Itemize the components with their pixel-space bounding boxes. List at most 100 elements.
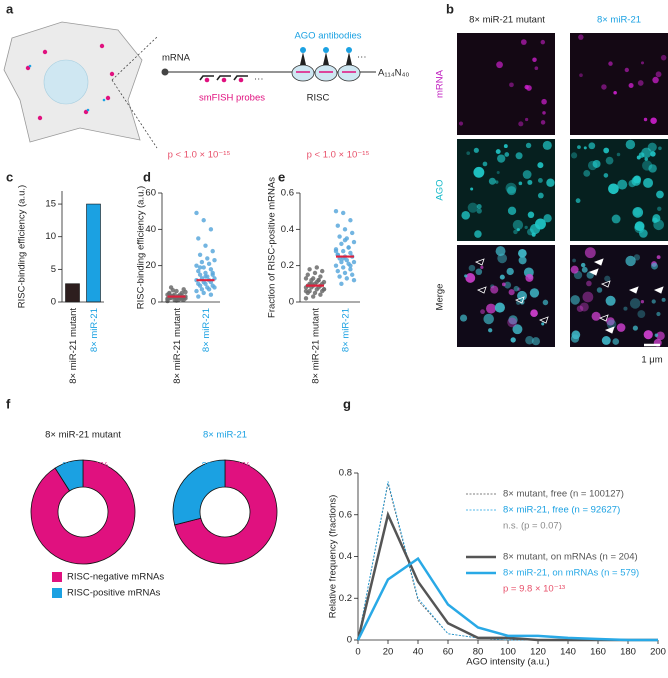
image-spot — [640, 300, 645, 304]
data-point — [307, 288, 312, 294]
value-label: 9% — [62, 461, 76, 472]
panel-letter: c — [6, 169, 13, 184]
y-axis-label: RISC-binding efficiency (a.u.) — [17, 185, 28, 308]
image-spot — [603, 173, 609, 178]
data-point — [316, 278, 321, 283]
image-spot — [571, 152, 578, 159]
image-spot — [465, 273, 476, 283]
image-spot — [467, 202, 478, 213]
image-spot — [482, 161, 488, 167]
image-spot — [525, 335, 534, 345]
data-point — [203, 243, 208, 248]
image-spot — [605, 156, 614, 165]
data-point — [311, 294, 316, 299]
probe-dyes — [204, 77, 244, 83]
x-tick-label: 200 — [650, 647, 666, 658]
image-spot — [501, 282, 506, 287]
legend-label: 8× miR-21, on mRNAs (n = 579) — [503, 568, 639, 579]
data-point — [199, 259, 205, 265]
bar — [65, 283, 80, 303]
arrowhead — [629, 286, 639, 294]
data-point — [350, 272, 355, 277]
image-spot — [648, 164, 657, 173]
image-spot — [505, 182, 517, 194]
arrowhead — [605, 326, 615, 334]
data-point — [194, 263, 199, 268]
image-spot — [655, 71, 662, 78]
image-spot — [628, 179, 636, 188]
x-tick-label: 0 — [355, 647, 360, 658]
image-spot — [578, 34, 584, 40]
image-spot — [508, 315, 518, 325]
image-spot — [516, 228, 520, 232]
image-spot — [623, 306, 628, 311]
image-spot — [640, 61, 645, 65]
data-point — [351, 278, 357, 283]
image-spot — [643, 177, 654, 188]
panel-b: b 8× miR-21 mutant 8× miR-21 mRNA AGO Me… — [435, 1, 668, 366]
image-spot — [458, 121, 464, 126]
legend-label: 8× mutant, free (n = 100127) — [503, 489, 624, 500]
data-point — [305, 272, 310, 277]
arrowhead — [515, 296, 525, 304]
image-spot — [473, 147, 479, 153]
annotation: n.s. (p = 0.07) — [503, 521, 562, 532]
y-tick-label: 0 — [151, 297, 156, 308]
image-spot — [639, 229, 648, 238]
y-tick-label: 0 — [51, 297, 56, 308]
image-spot — [504, 281, 512, 289]
image-spot — [617, 179, 628, 190]
data-point — [342, 238, 348, 243]
image-spot — [583, 169, 591, 177]
image-spot — [601, 84, 607, 90]
image-spot — [637, 310, 646, 318]
image-spot — [495, 246, 506, 257]
image-spot — [495, 149, 501, 155]
image-spot — [468, 264, 476, 272]
image-spot — [660, 54, 667, 61]
x-tick-label: 180 — [620, 647, 636, 658]
image-spot — [531, 232, 536, 237]
data-point — [199, 287, 205, 292]
image-spot — [611, 214, 621, 224]
arrowhead — [475, 258, 485, 266]
data-point — [167, 291, 172, 297]
data-point — [351, 239, 357, 245]
image-spot — [604, 275, 611, 282]
data-point — [201, 290, 206, 296]
image-spot — [461, 211, 471, 220]
image-spot — [503, 144, 508, 149]
data-point — [196, 268, 201, 274]
image-spot — [579, 302, 589, 312]
x-tick-label: 100 — [500, 647, 516, 658]
panel-letter: b — [446, 1, 454, 16]
x-tick-label: 8× miR-21 mutant — [172, 308, 183, 384]
donut-segment — [172, 459, 226, 526]
data-point — [351, 259, 357, 265]
data-point — [311, 276, 316, 281]
x-tick-label: 80 — [473, 647, 484, 658]
image-spot — [644, 157, 649, 161]
row-label: Merge — [435, 284, 446, 311]
data-point — [337, 274, 342, 279]
image-spot — [632, 207, 644, 218]
image-background — [457, 245, 555, 347]
row-label: mRNA — [435, 69, 446, 98]
image-spot — [637, 80, 644, 86]
data-point — [183, 289, 188, 295]
data-point — [197, 265, 203, 270]
image-spot — [591, 311, 601, 321]
y-tick-label: 0.6 — [339, 509, 352, 520]
x-tick-label: 8× miR-21 — [201, 308, 212, 352]
risc-label: RISC — [307, 93, 330, 104]
image-spot — [634, 225, 639, 230]
image-spot — [592, 159, 601, 168]
image-spot — [497, 154, 506, 163]
image-spot — [488, 328, 493, 333]
image-spot — [466, 151, 471, 156]
arrowhead — [589, 268, 599, 276]
y-tick-label: 0.8 — [339, 468, 352, 479]
y-tick-label: 15 — [45, 199, 56, 210]
image-spot — [532, 57, 537, 62]
